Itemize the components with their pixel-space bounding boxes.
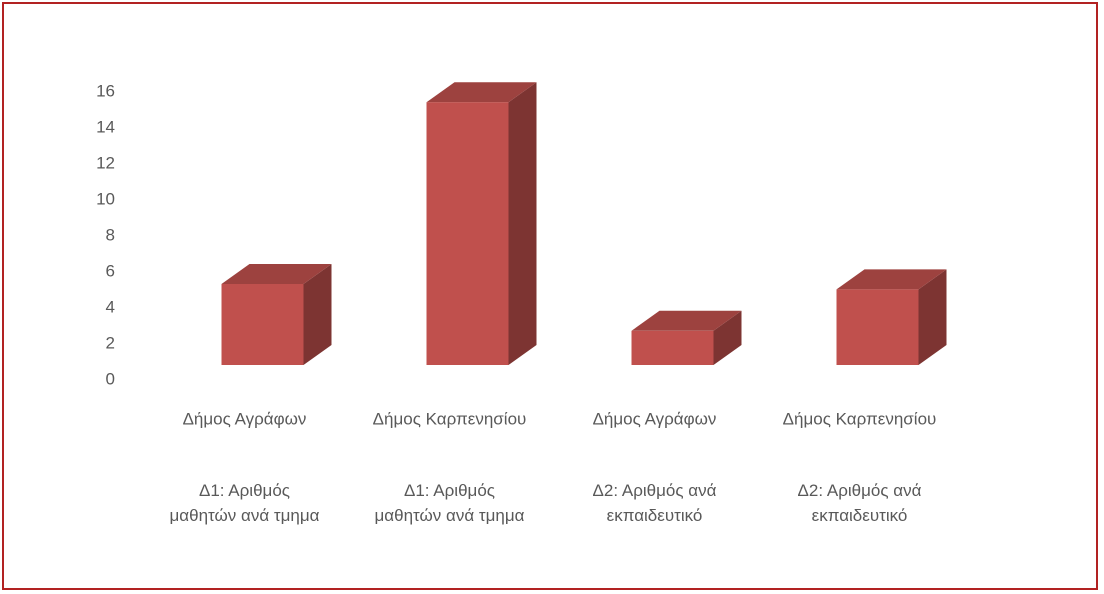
y-tick-label: 10 xyxy=(96,189,115,208)
bar-top xyxy=(221,264,332,284)
x-tick-label: Δήμος Καρπενησίου xyxy=(783,409,937,428)
y-tick-label: 2 xyxy=(106,333,115,352)
bar-side xyxy=(508,82,537,365)
bar xyxy=(836,289,919,365)
y-tick-label: 16 xyxy=(96,81,115,100)
y-tick-label: 12 xyxy=(96,153,115,172)
y-tick-label: 8 xyxy=(106,225,115,244)
bar xyxy=(426,102,509,365)
bar-side xyxy=(713,310,742,365)
bar xyxy=(221,284,304,365)
x-tick-label: Δήμος Αγράφων xyxy=(183,409,307,428)
x-group-label: Δ2: Αριθμός ανά εκπαιδευτικό xyxy=(797,481,922,525)
y-tick-label: 0 xyxy=(106,369,115,388)
x-group-label: Δ1: Αριθμός μαθητών ανά τμημα xyxy=(374,481,525,525)
bar-top xyxy=(426,82,537,103)
x-group-label: Δ1: Αριθμός μαθητών ανά τμημα xyxy=(169,481,320,525)
y-tick-label: 14 xyxy=(96,117,115,136)
bar-side xyxy=(303,264,332,365)
y-tick-label: 6 xyxy=(106,261,115,280)
bar-side xyxy=(918,269,947,365)
x-tick-label: Δήμος Καρπενησίου xyxy=(373,409,527,428)
x-group-label: Δ2: Αριθμός ανά εκπαιδευτικό xyxy=(592,481,717,525)
bar xyxy=(631,330,714,365)
bar-top xyxy=(631,310,742,331)
y-tick-label: 4 xyxy=(106,297,115,316)
bar-top xyxy=(836,269,947,290)
x-tick-label: Δήμος Αγράφων xyxy=(593,409,717,428)
